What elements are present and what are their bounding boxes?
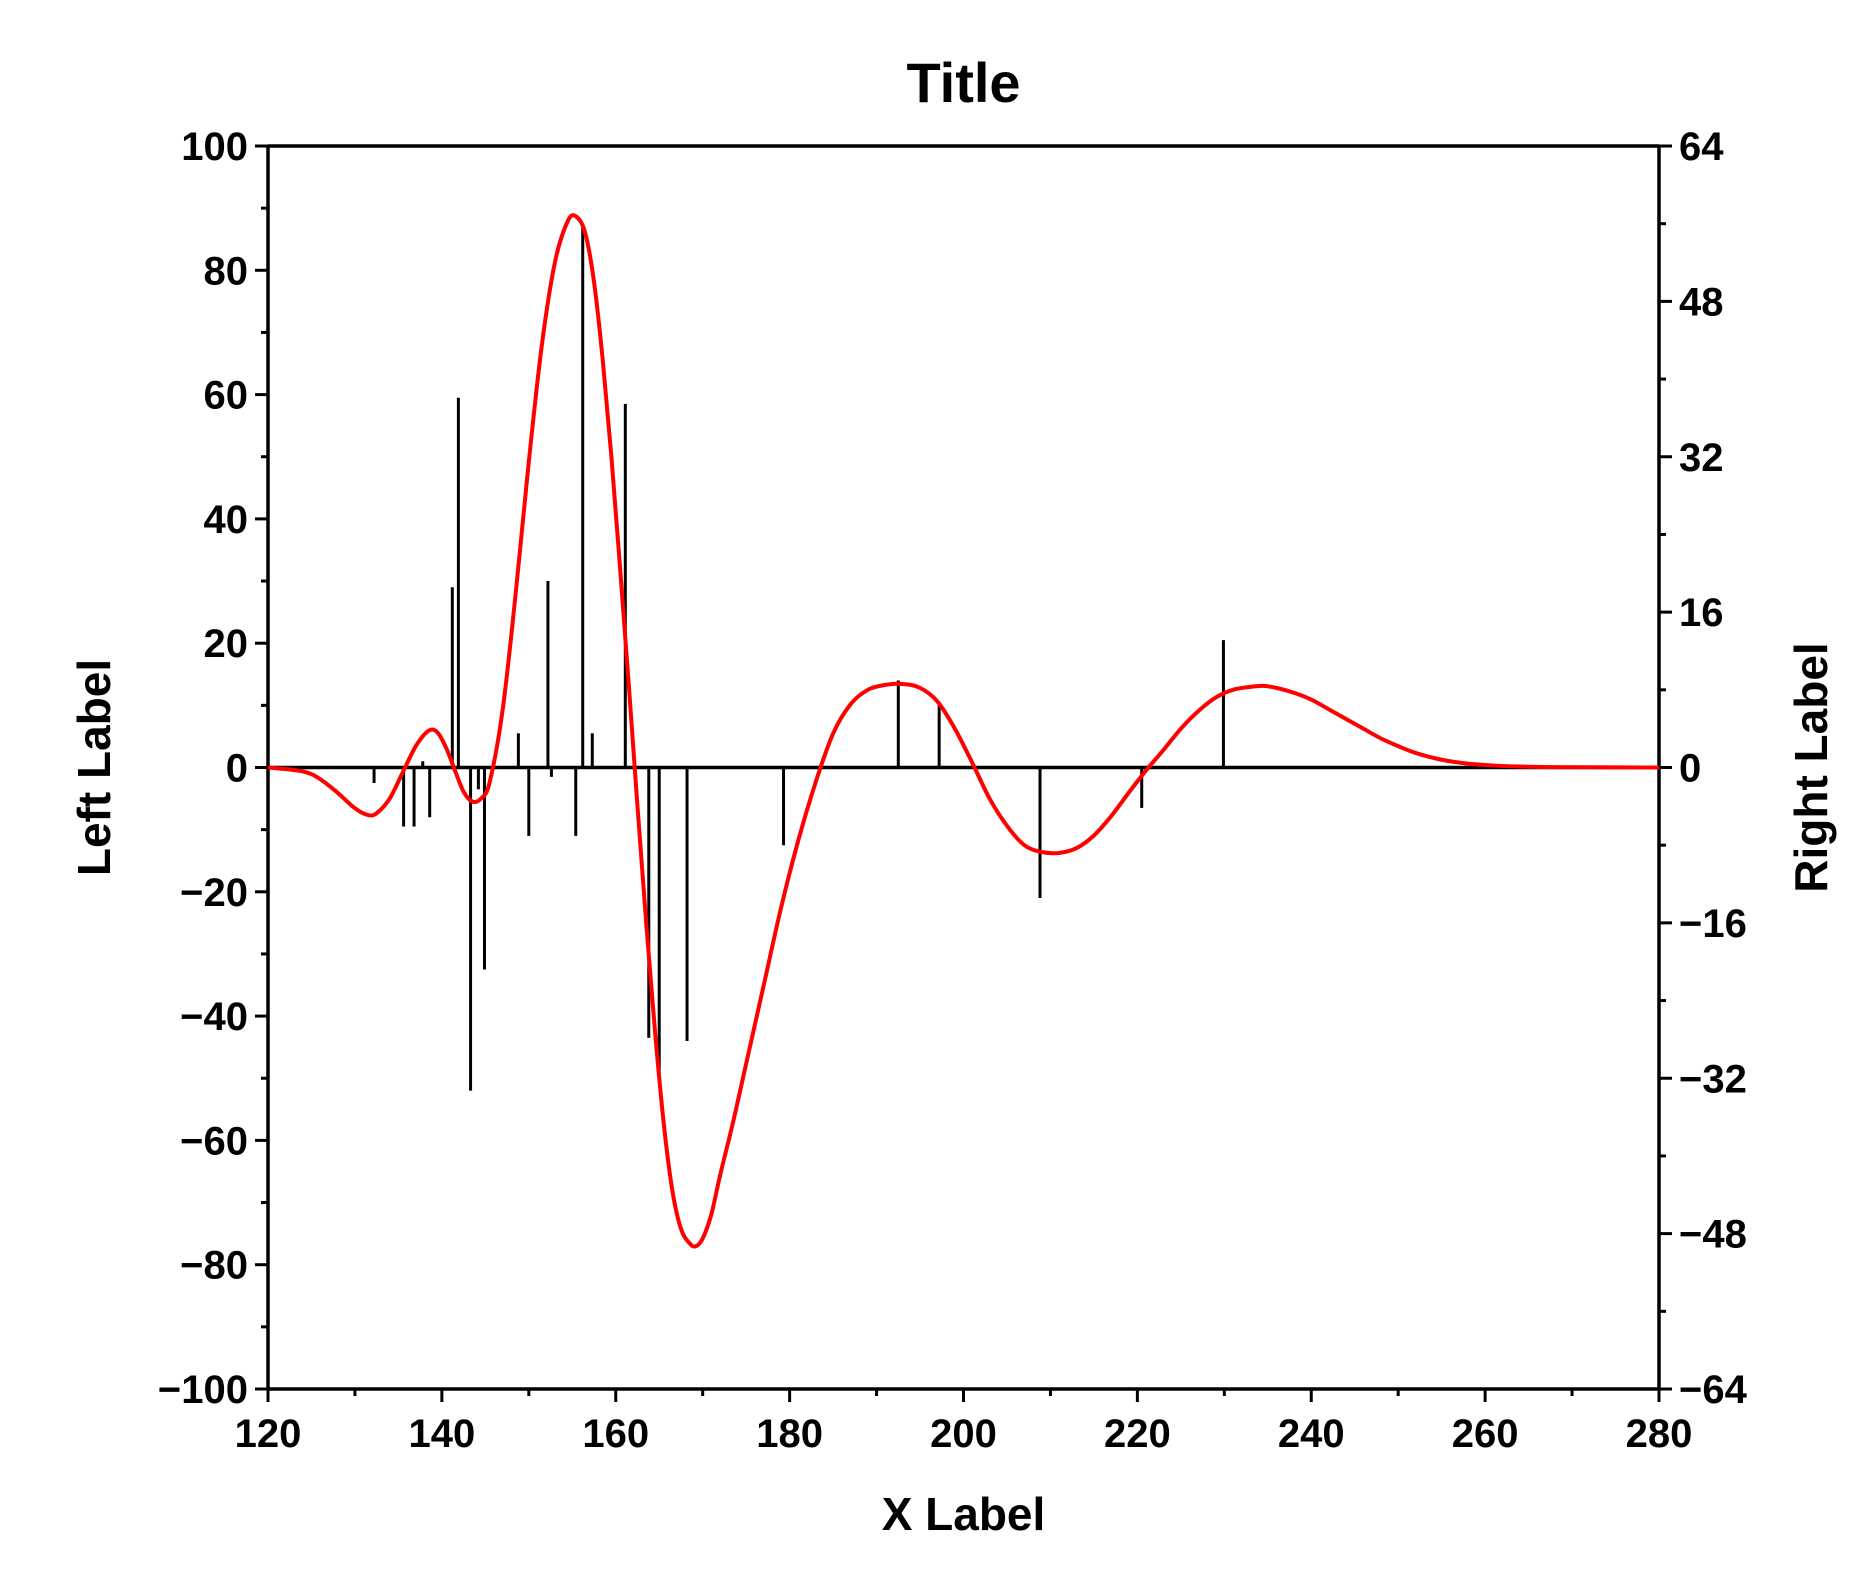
left-tick-label: 80 [204,249,249,293]
right-tick-label: −16 [1679,902,1747,946]
right-tick-label: −48 [1679,1213,1747,1257]
x-tick-label: 140 [409,1412,476,1456]
right-axis-label: Right Label [1785,642,1837,892]
left-tick-label: −80 [180,1244,248,1288]
x-tick-label: 240 [1278,1412,1345,1456]
x-tick-label: 260 [1452,1412,1519,1456]
right-tick-label: 32 [1679,436,1724,480]
right-tick-label: 48 [1679,280,1724,324]
left-axis-label: Left Label [68,659,120,876]
x-tick-label: 220 [1104,1412,1171,1456]
left-tick-label: 20 [204,622,249,666]
x-tick-label: 200 [930,1412,997,1456]
left-tick-label: −20 [180,871,248,915]
x-tick-label: 180 [756,1412,823,1456]
left-tick-label: −40 [180,995,248,1039]
right-tick-label: −32 [1679,1057,1747,1101]
x-tick-label: 160 [582,1412,649,1456]
x-tick-label: 280 [1626,1412,1693,1456]
left-tick-label: 40 [204,498,249,542]
left-tick-label: 0 [226,747,248,791]
right-tick-label: −64 [1679,1368,1748,1412]
left-tick-label: 100 [181,125,248,169]
left-tick-label: 60 [204,374,249,418]
curve-series-line [267,213,1660,1249]
left-tick-label: −100 [158,1368,248,1412]
right-tick-label: 64 [1679,125,1724,169]
x-tick-label: 120 [235,1412,302,1456]
chart-title: Title [906,51,1020,114]
left-tick-label: −60 [180,1119,248,1163]
right-tick-label: 0 [1679,747,1701,791]
x-axis-label: X Label [882,1488,1046,1540]
right-tick-label: 16 [1679,591,1724,635]
